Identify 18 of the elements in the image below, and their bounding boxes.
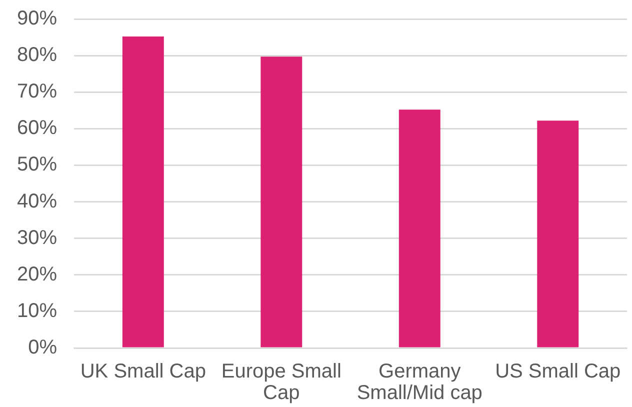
x-tick-label: Germany Small/Mid cap	[356, 360, 482, 404]
y-tick-label: 50%	[17, 154, 58, 176]
y-tick-label: 40%	[17, 190, 58, 212]
y-tick-label: 30%	[17, 226, 58, 249]
x-tick-label: Europe Small Cap	[221, 360, 342, 404]
bar	[398, 110, 440, 348]
x-tick-label: UK Small Cap	[80, 360, 206, 382]
y-tick-label: 80%	[17, 44, 58, 66]
y-tick-label: 90%	[17, 8, 58, 30]
y-tick-label: 70%	[17, 80, 58, 103]
y-tick-label: 20%	[17, 263, 58, 286]
y-tick-label: 10%	[17, 300, 58, 322]
bar	[537, 120, 579, 348]
y-tick-label: 60%	[17, 117, 58, 140]
bar	[260, 56, 302, 348]
bar	[122, 36, 164, 348]
x-tick-label: US Small Cap	[495, 360, 621, 382]
y-tick-label: 0%	[28, 336, 58, 359]
